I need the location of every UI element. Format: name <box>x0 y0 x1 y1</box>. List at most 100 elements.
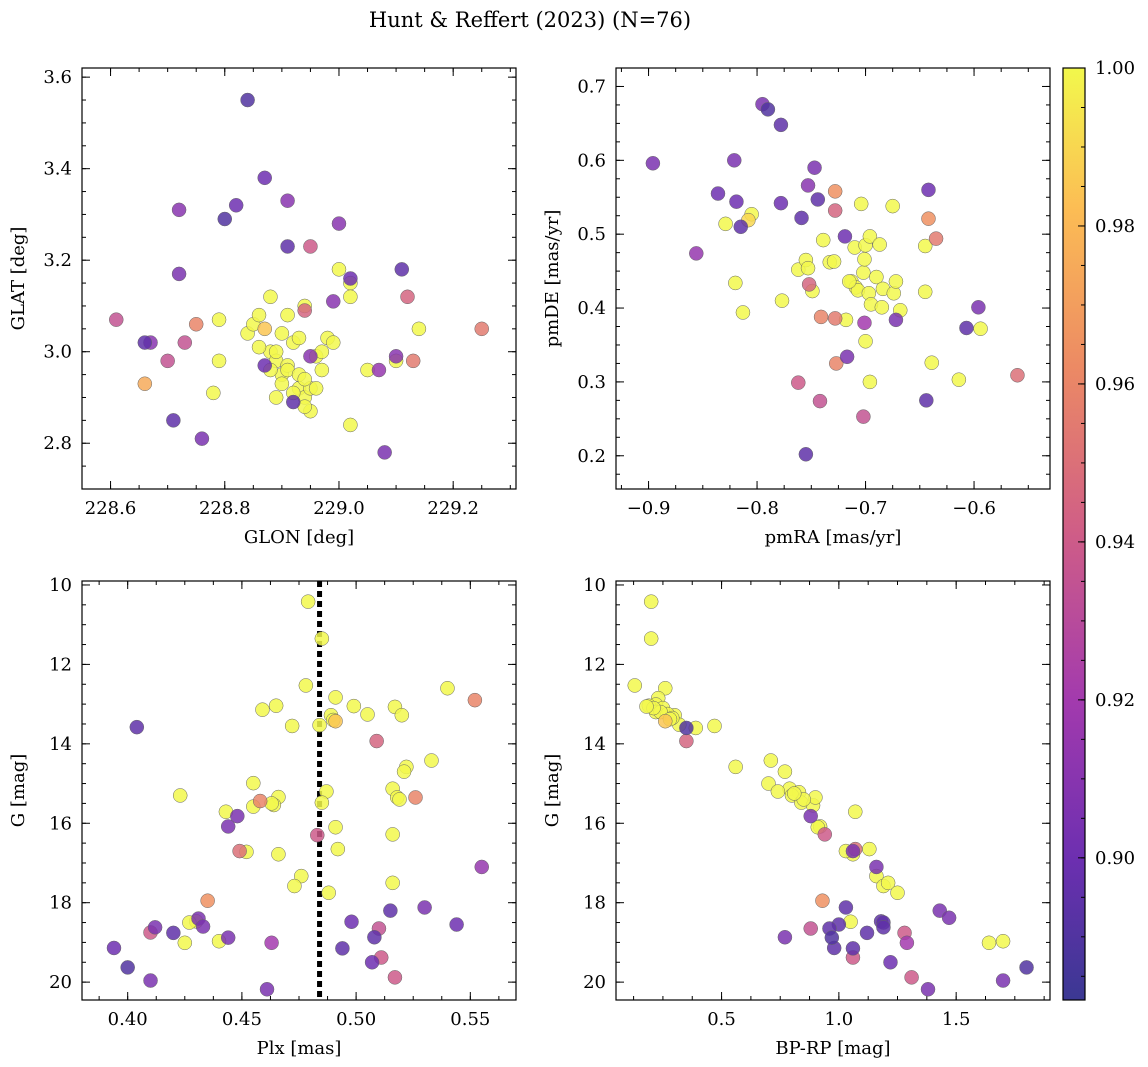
data-point <box>177 335 193 350</box>
data-point <box>920 982 936 997</box>
data-point <box>973 321 988 336</box>
data-point <box>312 717 327 733</box>
data-point <box>869 859 884 875</box>
y-axis-label: G [mag] <box>542 754 563 827</box>
data-point <box>129 719 145 735</box>
data-point <box>298 678 314 693</box>
data-point <box>643 631 659 646</box>
y-tick-label: 0.5 <box>577 224 606 245</box>
data-point <box>791 375 806 390</box>
data-point <box>627 678 643 693</box>
data-point <box>251 339 267 355</box>
y-tick-label: 16 <box>49 813 72 834</box>
figure-title: Hunt & Reffert (2023) (N=76) <box>369 8 691 32</box>
data-point <box>120 960 135 975</box>
data-point <box>314 362 330 378</box>
data-point <box>917 238 933 254</box>
data-point <box>303 349 318 364</box>
data-point <box>815 893 830 908</box>
data-point <box>824 930 840 945</box>
data-point <box>268 390 284 405</box>
data-point <box>679 733 694 749</box>
data-point <box>274 376 290 391</box>
data-point <box>303 239 318 254</box>
y-tick-label: 18 <box>583 893 606 914</box>
data-point <box>837 229 853 244</box>
data-point <box>417 900 432 915</box>
data-point <box>271 846 286 862</box>
data-point <box>195 919 211 934</box>
data-point <box>321 885 336 901</box>
data-point <box>257 321 272 337</box>
data-point <box>827 203 843 218</box>
scatter-points <box>109 92 489 460</box>
data-point <box>777 929 793 945</box>
data-point <box>251 307 267 323</box>
data-point <box>240 92 255 108</box>
panel-plx_g: 0.40 0.45 0.50 0.55 10 12 14 16 18 20 Plx [mas] G [… <box>8 575 517 1059</box>
data-point <box>177 935 193 951</box>
data-point <box>645 156 661 171</box>
data-point <box>827 311 843 326</box>
data-point <box>845 843 861 859</box>
y-tick-label: 0.4 <box>577 298 606 319</box>
data-point <box>294 868 309 884</box>
colorbar-tick-label: 0.90 <box>1095 848 1135 869</box>
data-point <box>314 795 330 810</box>
data-point <box>474 859 489 875</box>
data-point <box>770 784 786 799</box>
x-axis-label: BP-RP [mag] <box>775 1038 890 1059</box>
data-point <box>872 237 887 252</box>
data-point <box>951 372 967 387</box>
data-point <box>888 312 904 328</box>
data-point <box>862 374 878 390</box>
data-point <box>394 707 410 723</box>
axes-frame <box>81 67 517 490</box>
data-point <box>166 413 181 428</box>
data-point <box>206 385 221 401</box>
data-point <box>171 266 187 282</box>
data-point <box>343 271 358 286</box>
data-point <box>857 252 872 267</box>
data-point <box>326 294 341 309</box>
data-point <box>400 289 415 305</box>
panel-glon_glat: 228.6 228.8 229.0 229.2 2.8 3.0 3.2 3.4 3.6 GLON … <box>8 67 517 548</box>
data-point <box>194 431 210 446</box>
data-point <box>888 274 904 289</box>
y-tick-label: 2.8 <box>43 433 72 454</box>
data-point <box>343 417 358 433</box>
y-tick-label: 0.7 <box>577 76 606 97</box>
data-point <box>794 210 809 226</box>
panel-pmra_pmde: −0.9 −0.8 −0.7 −0.6 0.2 0.3 0.4 0.5 0.6 0.7 pmRA [… <box>542 67 1051 548</box>
x-axis-label: Plx [mas] <box>257 1038 342 1059</box>
data-point <box>257 170 272 186</box>
colorbar-gradient <box>1062 67 1086 1001</box>
data-point <box>160 353 175 369</box>
data-point <box>885 198 900 214</box>
x-tick-label: 228.6 <box>85 498 137 519</box>
panel-bprp_g: 0.5 1.0 1.5 10 12 14 16 18 20 BP-RP [mag] G [mag] <box>542 575 1051 1059</box>
data-point <box>387 970 403 985</box>
y-tick-label: 3.0 <box>43 342 72 363</box>
x-tick-label: 1.5 <box>942 1009 971 1030</box>
data-point <box>392 792 407 807</box>
data-point <box>137 335 153 350</box>
data-point <box>803 921 818 936</box>
data-point <box>842 274 857 289</box>
data-point <box>383 903 398 918</box>
y-tick-label: 12 <box>583 654 606 675</box>
y-tick-label: 18 <box>49 893 72 914</box>
data-point <box>800 260 816 276</box>
data-point <box>856 409 871 424</box>
data-point <box>424 753 439 768</box>
x-tick-label: −0.7 <box>844 498 888 519</box>
data-point <box>959 320 974 336</box>
data-point <box>773 195 789 211</box>
data-point <box>689 246 704 261</box>
data-point <box>344 914 359 930</box>
data-point <box>335 941 350 956</box>
data-point <box>474 321 489 337</box>
data-point <box>971 300 986 315</box>
data-point <box>800 178 816 193</box>
